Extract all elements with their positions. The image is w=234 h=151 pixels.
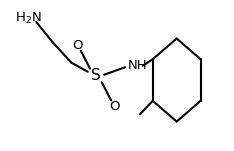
Text: H$_2$N: H$_2$N <box>15 11 42 26</box>
Text: O: O <box>109 100 119 113</box>
Text: NH: NH <box>128 59 148 72</box>
Text: S: S <box>91 68 101 83</box>
Text: O: O <box>73 39 83 52</box>
